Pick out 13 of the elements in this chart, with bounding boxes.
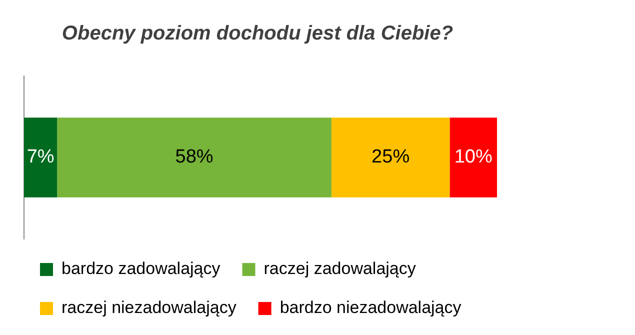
bar [57,118,332,198]
bar [24,118,58,198]
data-label: 25% [372,146,410,168]
legend-label: raczej niezadowalający [62,298,237,318]
legend-label: bardzo niezadowalający [280,298,462,318]
data-label: 58% [175,146,214,168]
bar [331,118,450,198]
chart-title: Obecny poziom dochodu jest dla Ciebie? [62,22,454,45]
data-label: 7% [26,146,54,168]
bar [450,118,497,198]
legend-label: raczej zadowalający [264,259,416,278]
legend-label: bardzo zadowalający [62,259,221,278]
data-label: 10% [454,146,492,168]
